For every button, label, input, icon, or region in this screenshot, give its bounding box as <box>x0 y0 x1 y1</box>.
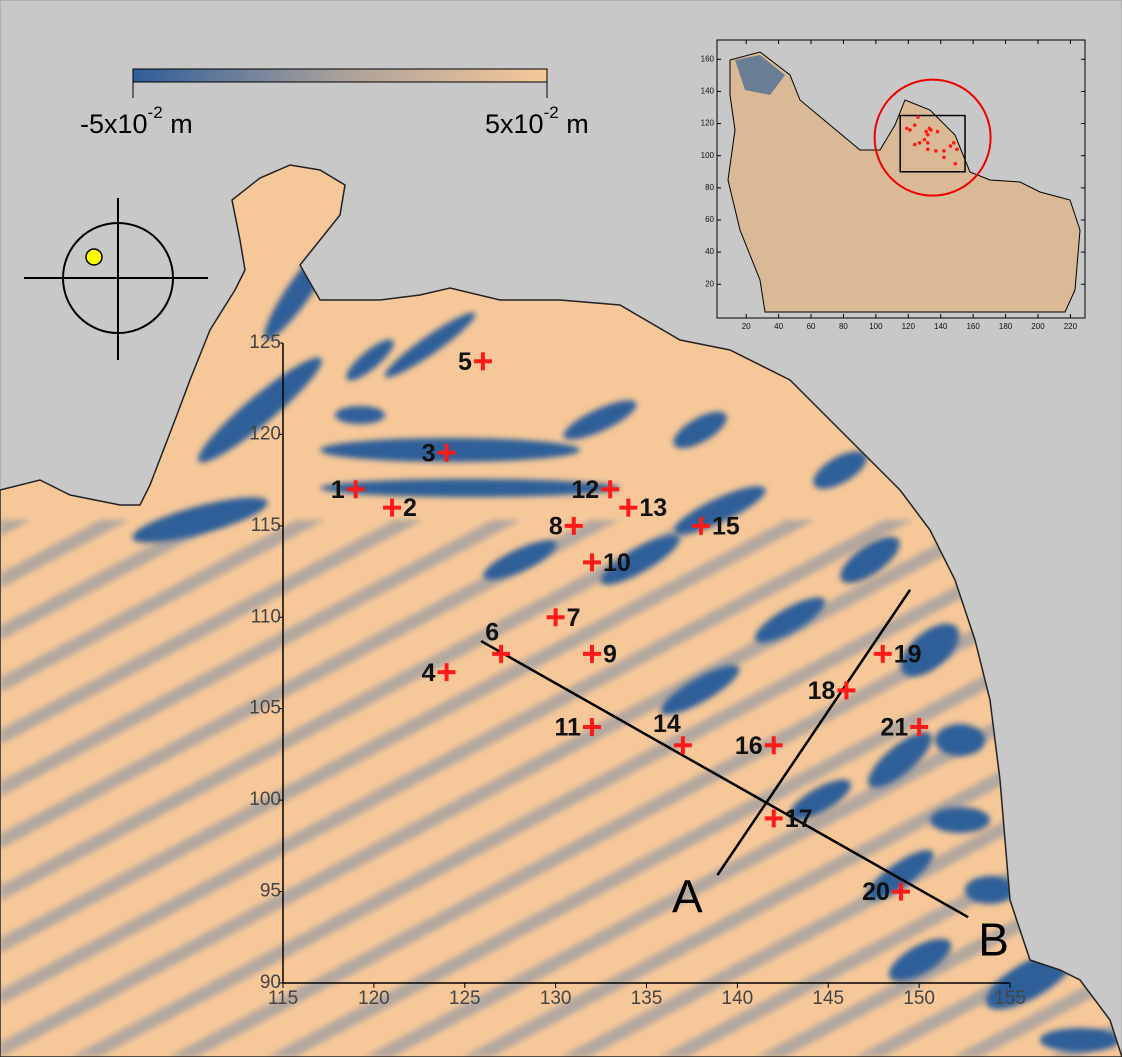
station-label: 18 <box>808 677 836 705</box>
inset-station <box>913 143 917 147</box>
x-tick-label: 140 <box>722 988 754 1009</box>
station-label: 4 <box>422 659 436 687</box>
inset-station <box>949 144 953 148</box>
x-tick-label: 145 <box>812 988 844 1009</box>
inset-y-tick-label: 160 <box>701 54 715 63</box>
station-label: 9 <box>603 640 617 668</box>
station-label: 7 <box>567 604 581 632</box>
inset-map: 20 40 60 80 100 120 140 160 180 200 220 20 40 60 80 100… <box>701 40 1085 331</box>
station-label: 15 <box>712 512 740 540</box>
colorbar-min-label: -5x10-2 m <box>80 103 193 139</box>
label-unit: m <box>566 109 589 139</box>
inset-station <box>936 130 940 134</box>
station-label: 17 <box>785 805 813 833</box>
x-tick-label: 130 <box>540 988 572 1009</box>
inset-x-tick-label: 160 <box>966 322 980 331</box>
x-tick-label: 155 <box>994 988 1026 1009</box>
y-tick-label: 115 <box>251 515 281 536</box>
inset-station <box>952 141 956 145</box>
station-label: 13 <box>639 494 667 522</box>
inset-station <box>923 138 927 142</box>
inset-station <box>926 147 930 151</box>
inset-x-tick-label: 100 <box>869 322 883 331</box>
inset-station <box>918 141 922 145</box>
x-tick-label: 135 <box>631 988 663 1009</box>
inset-y-tick-label: 40 <box>705 247 714 256</box>
station-label: 11 <box>555 714 582 742</box>
inset-station <box>926 133 930 137</box>
inset-x-tick-label: 120 <box>902 322 916 331</box>
station-label: 16 <box>735 732 763 760</box>
inset-station <box>934 149 938 153</box>
inset-station <box>954 162 958 166</box>
inset-x-tick-label: 40 <box>774 322 783 331</box>
label-exponent: -2 <box>148 103 163 122</box>
inset-station <box>913 123 917 127</box>
colorbar-max-label: 5x10-2 m <box>485 103 589 139</box>
station-label: 6 <box>485 618 499 646</box>
inset-station <box>924 130 928 134</box>
label-base: -5x10 <box>80 109 148 139</box>
inset-y-tick-label: 80 <box>705 183 714 192</box>
inset-station <box>908 128 912 132</box>
transect-label: A <box>672 870 703 922</box>
inset-x-tick-label: 140 <box>934 322 948 331</box>
inset-station <box>955 147 959 151</box>
station-label: 8 <box>549 512 563 540</box>
inset-y-tick-label: 120 <box>701 119 715 128</box>
inset-y-tick-label: 140 <box>701 87 715 96</box>
inset-x-tick-label: 180 <box>999 322 1013 331</box>
y-tick-label: 120 <box>249 423 281 444</box>
x-tick-label: 150 <box>903 988 935 1009</box>
station-label: 12 <box>571 476 599 504</box>
label-exponent: -2 <box>544 103 559 122</box>
station-label: 14 <box>653 710 681 738</box>
inset-station <box>942 149 946 153</box>
y-tick-label: 125 <box>249 332 281 353</box>
station-label: 20 <box>862 878 890 906</box>
y-tick-label: 110 <box>251 606 281 627</box>
inset-station <box>916 115 920 119</box>
transect-label: B <box>978 913 1009 965</box>
inset-y-tick-label: 100 <box>701 151 715 160</box>
inset-x-tick-label: 20 <box>742 322 751 331</box>
inset-y-tick-label: 20 <box>705 279 714 288</box>
station-label: 19 <box>894 640 922 668</box>
page: -5x10-2 m 5x10-2 m 909510010511011512012… <box>0 0 1122 1057</box>
x-tick-label: 115 <box>268 988 298 1009</box>
inset-station <box>905 127 909 131</box>
station-label: 2 <box>403 494 417 522</box>
station-label: 3 <box>422 439 436 467</box>
label-base: 5x10 <box>485 109 544 139</box>
map-figure: -5x10-2 m 5x10-2 m 909510010511011512012… <box>0 0 1122 1057</box>
y-tick-label: 105 <box>249 698 281 719</box>
x-tick-label: 120 <box>358 988 390 1009</box>
station-label: 1 <box>331 476 345 504</box>
station-label: 21 <box>880 714 908 742</box>
y-tick-label: 100 <box>249 789 281 810</box>
inset-x-tick-label: 80 <box>839 322 848 331</box>
inset-x-tick-label: 200 <box>1031 322 1045 331</box>
label-unit: m <box>170 109 193 139</box>
station-label: 10 <box>603 549 631 577</box>
inset-station <box>926 141 930 145</box>
station-label: 5 <box>458 348 472 376</box>
wave-field <box>0 520 1122 1057</box>
x-tick-label: 125 <box>449 988 481 1009</box>
y-tick-label: 95 <box>260 881 281 902</box>
colorbar-scale <box>133 69 547 82</box>
inset-x-tick-label: 220 <box>1064 322 1078 331</box>
inset-station <box>942 156 946 160</box>
inset-station <box>929 128 933 132</box>
inset-y-tick-label: 60 <box>705 215 714 224</box>
inset-x-tick-label: 60 <box>807 322 816 331</box>
